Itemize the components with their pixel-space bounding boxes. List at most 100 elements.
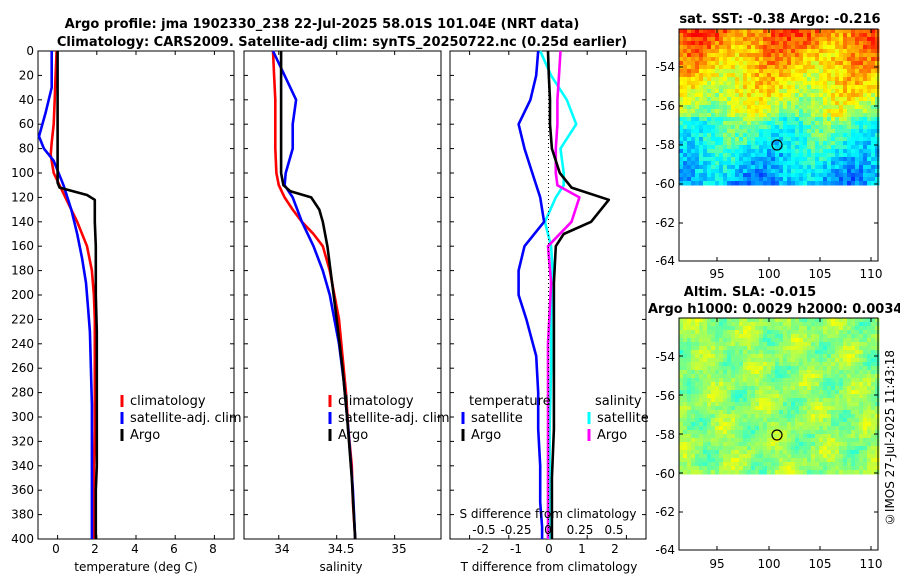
map-cell	[755, 69, 760, 74]
map-cell	[731, 410, 736, 415]
map-cell	[859, 85, 864, 90]
map-cell	[831, 446, 836, 451]
map-cell	[715, 113, 720, 118]
map-cell	[739, 466, 744, 471]
map-cell	[851, 406, 856, 411]
map-cell	[691, 402, 696, 407]
map-cell	[807, 450, 812, 455]
map-cell	[863, 334, 868, 339]
map-cell	[827, 37, 832, 42]
map-cell	[803, 378, 808, 383]
map-cell	[811, 454, 816, 459]
map-cell	[767, 145, 772, 150]
map-cell	[843, 350, 848, 355]
map-cell	[691, 49, 696, 54]
map-cell	[767, 177, 772, 182]
map-cell	[763, 462, 768, 467]
map-cell	[703, 145, 708, 150]
map-cell	[679, 418, 684, 423]
map-cell	[799, 57, 804, 62]
map-cell	[843, 418, 848, 423]
map-cell	[727, 406, 732, 411]
map-cell	[691, 53, 696, 58]
map-cell	[807, 422, 812, 427]
map-cell	[707, 418, 712, 423]
map-cell	[819, 53, 824, 58]
map-cell	[739, 153, 744, 158]
map-cell	[807, 85, 812, 90]
map-cell	[735, 466, 740, 471]
map-cell	[771, 358, 776, 363]
map-cell	[719, 61, 724, 66]
map-cell	[735, 414, 740, 419]
map-cell	[723, 334, 728, 339]
map-cell	[727, 65, 732, 70]
map-cell	[739, 141, 744, 146]
map-cell	[827, 77, 832, 82]
depth-tick-label: 360	[11, 483, 34, 497]
sla-lon-label: 95	[709, 557, 724, 571]
map-cell	[715, 181, 720, 186]
map-cell	[747, 153, 752, 158]
map-cell	[779, 342, 784, 347]
map-cell	[859, 105, 864, 110]
map-cell	[807, 29, 812, 34]
map-cell	[803, 33, 808, 38]
map-cell	[851, 338, 856, 343]
map-cell	[783, 462, 788, 467]
map-cell	[775, 462, 780, 467]
map-cell	[679, 430, 684, 435]
map-cell	[735, 161, 740, 166]
map-cell	[803, 169, 808, 174]
map-cell	[763, 93, 768, 98]
map-cell	[723, 378, 728, 383]
map-cell	[735, 93, 740, 98]
map-cell	[811, 438, 816, 443]
map-cell	[799, 402, 804, 407]
map-cell	[699, 354, 704, 359]
map-cell	[867, 350, 872, 355]
legend-label: Argo	[130, 428, 160, 443]
map-cell	[767, 362, 772, 367]
map-cell	[871, 454, 876, 459]
map-cell	[687, 73, 692, 78]
map-cell	[843, 334, 848, 339]
map-cell	[827, 362, 832, 367]
map-cell	[787, 418, 792, 423]
map-cell	[847, 442, 852, 447]
map-cell	[763, 466, 768, 471]
map-cell	[711, 177, 716, 182]
map-cell	[771, 37, 776, 42]
legend-label: Argo	[471, 428, 501, 443]
map-cell	[751, 322, 756, 327]
map-cell	[807, 117, 812, 122]
map-cell	[847, 117, 852, 122]
map-cell	[719, 81, 724, 86]
map-cell	[727, 338, 732, 343]
map-cell	[711, 362, 716, 367]
map-cell	[807, 125, 812, 130]
map-cell	[703, 105, 708, 110]
map-cell	[827, 350, 832, 355]
map-cell	[735, 382, 740, 387]
map-cell	[795, 330, 800, 335]
map-cell	[703, 378, 708, 383]
map-cell	[691, 129, 696, 134]
map-cell	[795, 153, 800, 158]
map-cell	[863, 414, 868, 419]
map-cell	[707, 109, 712, 114]
map-cell	[779, 121, 784, 126]
map-cell	[831, 89, 836, 94]
map-cell	[767, 173, 772, 178]
map-cell	[875, 53, 880, 58]
map-cell	[863, 410, 868, 415]
s-difference-axis-label: S difference from climatology	[460, 507, 637, 521]
map-cell	[815, 161, 820, 166]
map-cell	[723, 454, 728, 459]
map-cell	[763, 442, 768, 447]
map-cell	[771, 41, 776, 46]
map-cell	[835, 165, 840, 170]
map-cell	[695, 410, 700, 415]
map-cell	[683, 334, 688, 339]
map-cell	[719, 410, 724, 415]
